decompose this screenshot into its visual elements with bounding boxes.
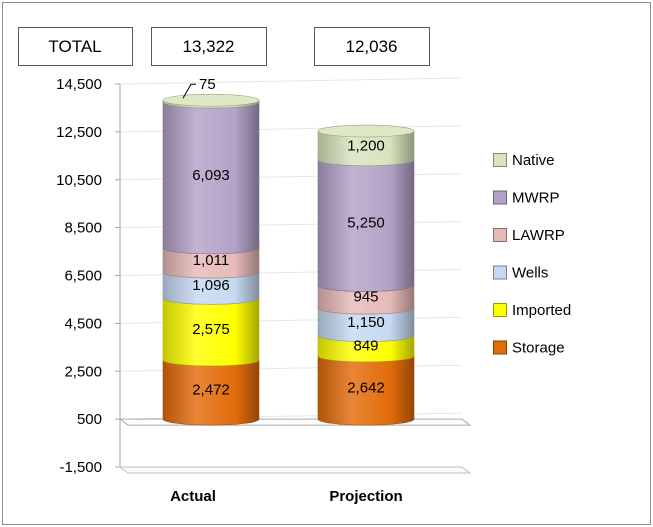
legend-label-wells: Wells <box>512 265 548 282</box>
y-tick-label: -1,500 <box>59 459 102 476</box>
data-label-wells-projection: 1,150 <box>347 314 385 331</box>
bar-body-lawrp-actual <box>162 247 260 279</box>
bar-body-wells-actual <box>162 271 260 305</box>
callout-leader <box>182 83 196 99</box>
bar-body-imported-projection <box>317 335 415 363</box>
legend-swatch-native <box>493 153 507 167</box>
total-actual-box <box>151 27 267 66</box>
bar-body-imported-actual <box>162 298 260 367</box>
legend-item-wells: Wells <box>493 265 548 282</box>
bar-body-storage-actual <box>162 359 260 426</box>
category-label-actual: Actual <box>170 488 216 505</box>
legend-swatch-imported <box>493 303 507 317</box>
y-tick-label: 2,500 <box>64 363 102 380</box>
data-label-imported-actual: 2,575 <box>192 321 230 338</box>
y-tick-label: 4,500 <box>64 315 102 332</box>
bar-body-mwrp-actual <box>162 101 260 255</box>
data-label-wells-actual: 1,096 <box>192 277 230 294</box>
x-axis: Actual Projection <box>170 488 403 505</box>
legend-label-storage: Storage <box>512 340 565 357</box>
data-label-storage-projection: 2,642 <box>347 380 385 397</box>
y-tick-label: 10,500 <box>56 172 102 189</box>
bar-body-mwrp-projection <box>317 159 415 292</box>
bar-segment-native-projection <box>317 124 415 167</box>
legend-label-imported: Imported <box>512 302 571 319</box>
y-tick-label: 12,500 <box>56 124 102 141</box>
data-labels: 2,472 2,575 1,096 1,011 6,093 75 2,642 849 1,150… <box>182 76 385 399</box>
total-projection-value: 12,036 <box>346 37 398 56</box>
data-label-imported-projection: 849 <box>353 338 378 355</box>
legend-item-native: Native <box>493 152 555 169</box>
y-tick-label: 14,500 <box>56 76 102 93</box>
bar-body-wells-projection <box>317 307 415 342</box>
legend-label-native: Native <box>512 152 555 169</box>
bar-top-native-projection <box>317 124 415 138</box>
legend-item-lawrp: LAWRP <box>493 227 565 244</box>
totals-row: TOTAL 13,322 12,036 <box>18 27 430 66</box>
legend-swatch-lawrp <box>493 228 507 242</box>
category-label-projection: Projection <box>329 488 402 505</box>
gridline <box>119 77 463 85</box>
legend-label-mwrp: MWRP <box>512 190 560 207</box>
data-label-native-actual: 75 <box>199 76 216 93</box>
data-label-storage-actual: 2,472 <box>192 382 230 399</box>
y-axis: -1,500 500 2,500 4,500 6,500 8,500 10,500 12,50… <box>56 76 472 476</box>
y-tick-label: 6,500 <box>64 268 102 285</box>
total-actual-value: 13,322 <box>183 37 235 56</box>
bar-body-storage-projection <box>317 355 415 426</box>
data-label-mwrp-actual: 6,093 <box>192 167 230 184</box>
legend-swatch-wells <box>493 265 507 280</box>
bar-body-lawrp-projection <box>317 285 415 315</box>
y-tick-label: 500 <box>77 411 102 428</box>
data-label-lawrp-actual: 1,011 <box>193 252 229 269</box>
legend-item-imported: Imported <box>493 302 571 319</box>
legend-item-storage: Storage <box>493 340 565 357</box>
legend-swatch-mwrp <box>493 190 507 205</box>
legend: Native MWRP LAWRP Wells Imported Storage <box>493 152 571 357</box>
bar-body-native-projection <box>317 130 415 167</box>
bars <box>162 93 415 426</box>
legend-swatch-storage <box>493 340 507 355</box>
total-projection-box <box>314 27 430 66</box>
legend-item-mwrp: MWRP <box>493 190 560 207</box>
data-label-lawrp-projection: 945 <box>353 289 378 306</box>
data-label-mwrp-projection: 5,250 <box>347 215 385 232</box>
bar-top-native-actual <box>162 93 260 107</box>
floor-plane <box>118 466 472 474</box>
total-label-box <box>18 27 133 66</box>
y-tick-label: 8,500 <box>64 220 102 237</box>
legend-label-lawrp: LAWRP <box>512 227 565 244</box>
data-label-native-projection: 1,200 <box>347 137 385 154</box>
total-label: TOTAL <box>48 37 101 56</box>
bar-segment-native-actual <box>162 93 260 109</box>
